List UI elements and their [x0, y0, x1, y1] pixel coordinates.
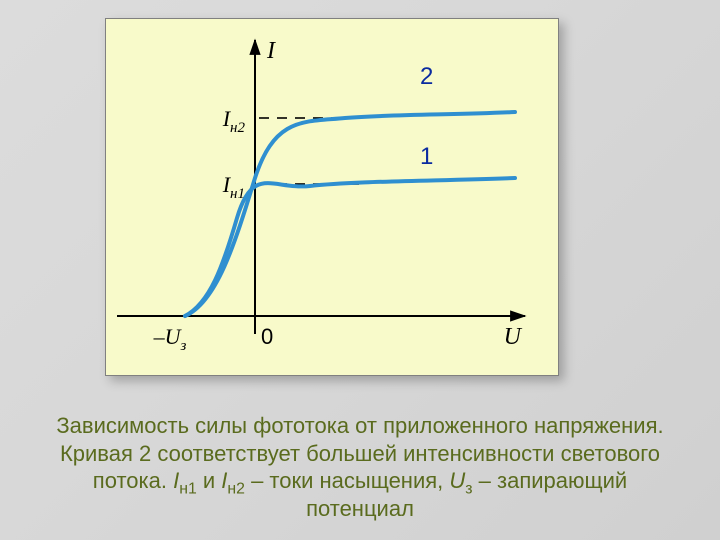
caption: Зависимость силы фототока от приложенног…: [50, 412, 670, 522]
label-x-axis: U: [504, 324, 523, 350]
slide: I Iн2 Iн1 –Uз 0 U 2 1 Зависимость силы ф…: [0, 0, 720, 540]
label-in2-sub: н2: [230, 120, 245, 136]
plot-bg: [105, 18, 559, 376]
label-in1-sub: н1: [230, 186, 245, 202]
label-neg-uz-sub: з: [180, 338, 187, 354]
caption-n1: н1: [179, 480, 197, 497]
label-y-axis: I: [266, 38, 276, 64]
label-neg-uz-main: –U: [153, 324, 183, 349]
plot-panel: I Iн2 Iн1 –Uз 0 U 2 1: [105, 18, 559, 376]
label-curve-1: 1: [420, 143, 433, 170]
label-curve-2: 2: [420, 63, 433, 90]
caption-U: U: [449, 468, 465, 493]
iv-chart: I Iн2 Iн1 –Uз 0 U 2 1: [105, 18, 559, 376]
label-origin: 0: [261, 324, 273, 349]
caption-z: з: [465, 480, 472, 497]
caption-n2: н2: [227, 480, 245, 497]
caption-and: и: [197, 468, 222, 493]
caption-p2: – токи насыщения,: [245, 468, 449, 493]
